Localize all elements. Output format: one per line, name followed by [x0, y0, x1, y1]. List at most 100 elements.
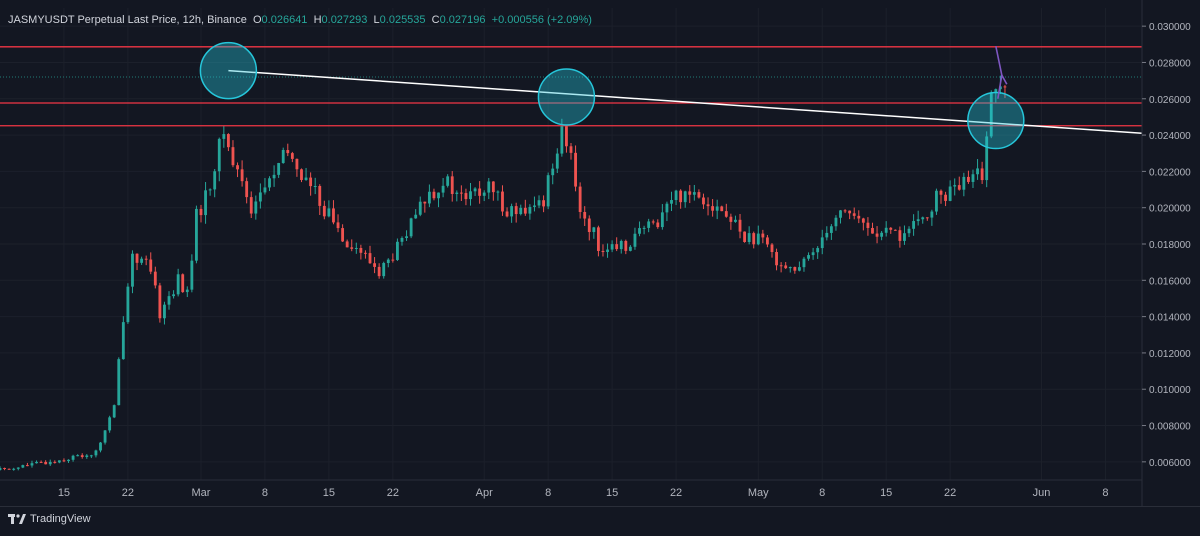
- candle-body: [679, 190, 683, 203]
- candle-body: [601, 250, 605, 253]
- candle-body: [0, 467, 2, 471]
- candle-body: [423, 201, 427, 204]
- candle-body: [249, 197, 253, 214]
- candle-body: [916, 219, 920, 222]
- candle-body: [811, 252, 815, 256]
- symbol-title: JASMYUSDT Perpetual Last Price, 12h, Bin…: [8, 14, 247, 26]
- close-value: 0.027196: [439, 14, 486, 26]
- candle-body: [829, 226, 833, 233]
- candle-body: [692, 192, 696, 195]
- candle-body: [446, 176, 450, 186]
- candle-body: [779, 265, 783, 267]
- candle-body: [537, 200, 541, 206]
- candle-body: [770, 244, 774, 253]
- candle-body: [44, 461, 48, 465]
- candle-body: [784, 265, 788, 269]
- time-axis: 15 22 Mar 8 15 22 Apr 8 15 22 May 8 15 22 Jun 8: [0, 479, 1142, 499]
- candle-body: [304, 177, 308, 180]
- candle-body: [587, 218, 591, 233]
- candle-body: [756, 233, 760, 245]
- candle-body: [204, 190, 207, 216]
- candle-body: [907, 228, 911, 234]
- candle-body: [839, 210, 842, 218]
- candle-body: [985, 136, 989, 181]
- candle-body: [21, 465, 25, 468]
- candle-body: [158, 285, 162, 319]
- candle-body: [670, 200, 673, 204]
- candle-body: [478, 188, 482, 196]
- open-label: O: [252, 14, 262, 26]
- candle-body: [761, 233, 765, 238]
- candle-body: [364, 252, 367, 254]
- time-tick-label: Jun: [1033, 487, 1051, 499]
- candle-body: [793, 267, 797, 271]
- time-tick-label: 22: [122, 487, 134, 499]
- candle-body: [989, 92, 993, 137]
- time-tick-label: 15: [606, 487, 618, 499]
- brand-name: TradingView: [30, 513, 91, 525]
- candle-body: [3, 467, 6, 469]
- candle-body: [861, 218, 865, 223]
- candle-body: [615, 244, 619, 250]
- candle-body: [752, 233, 756, 245]
- candle-body: [596, 227, 600, 251]
- candle-body: [473, 188, 477, 192]
- candle-body: [318, 185, 322, 206]
- price-tick-label: 0.022000: [1149, 167, 1191, 178]
- candle-body: [108, 417, 112, 431]
- candle-body: [149, 259, 153, 272]
- candle-body: [702, 197, 705, 205]
- footer-bar: TradingView: [0, 506, 1200, 532]
- price-tick-label: 0.026000: [1149, 95, 1191, 106]
- candle-body: [592, 227, 596, 233]
- candle-body: [332, 208, 335, 223]
- time-tick-label: 8: [262, 487, 268, 499]
- price-tick-label: 0.014000: [1149, 313, 1191, 324]
- candle-body: [12, 468, 16, 470]
- brand[interactable]: TradingView: [8, 513, 91, 525]
- candle-body: [523, 207, 527, 214]
- price-tick-label: 0.028000: [1149, 58, 1191, 69]
- candle-body: [213, 171, 217, 190]
- candle-body: [825, 232, 829, 238]
- candle-body: [263, 187, 267, 193]
- candle-body: [112, 405, 116, 418]
- candle-body: [962, 176, 966, 190]
- candle-body: [729, 216, 733, 222]
- highlight-circle: [967, 91, 1025, 150]
- candle-body: [816, 248, 820, 253]
- candle-body: [464, 193, 468, 200]
- candle-body: [437, 192, 440, 199]
- candle-body: [76, 455, 80, 457]
- candle-body: [30, 463, 34, 466]
- candle-body: [948, 186, 952, 201]
- candle-body: [395, 241, 399, 260]
- candle-body: [519, 207, 523, 215]
- price-tick-label: 0.016000: [1149, 276, 1191, 287]
- candle-body: [843, 210, 847, 212]
- candle-body: [277, 163, 281, 175]
- candle-body: [469, 191, 472, 200]
- candle-body: [957, 185, 961, 190]
- candle-body: [258, 192, 262, 202]
- candle-body: [459, 192, 463, 194]
- candle-body: [624, 240, 628, 251]
- candle-body: [501, 191, 504, 212]
- overlays: [199, 41, 1143, 150]
- high-label: H: [313, 14, 322, 26]
- candle-body: [236, 165, 239, 170]
- candle-body: [583, 211, 587, 219]
- candle-body: [181, 274, 185, 293]
- highlight-circle: [199, 41, 258, 100]
- candle-body: [738, 219, 742, 232]
- candle-body: [871, 227, 874, 234]
- time-tick-label: 8: [545, 487, 551, 499]
- candle-body: [747, 233, 751, 243]
- candle-body: [163, 304, 166, 319]
- candle-body: [85, 455, 89, 458]
- candle-body: [528, 206, 532, 214]
- candle-body: [341, 228, 345, 242]
- candle-body: [866, 222, 870, 228]
